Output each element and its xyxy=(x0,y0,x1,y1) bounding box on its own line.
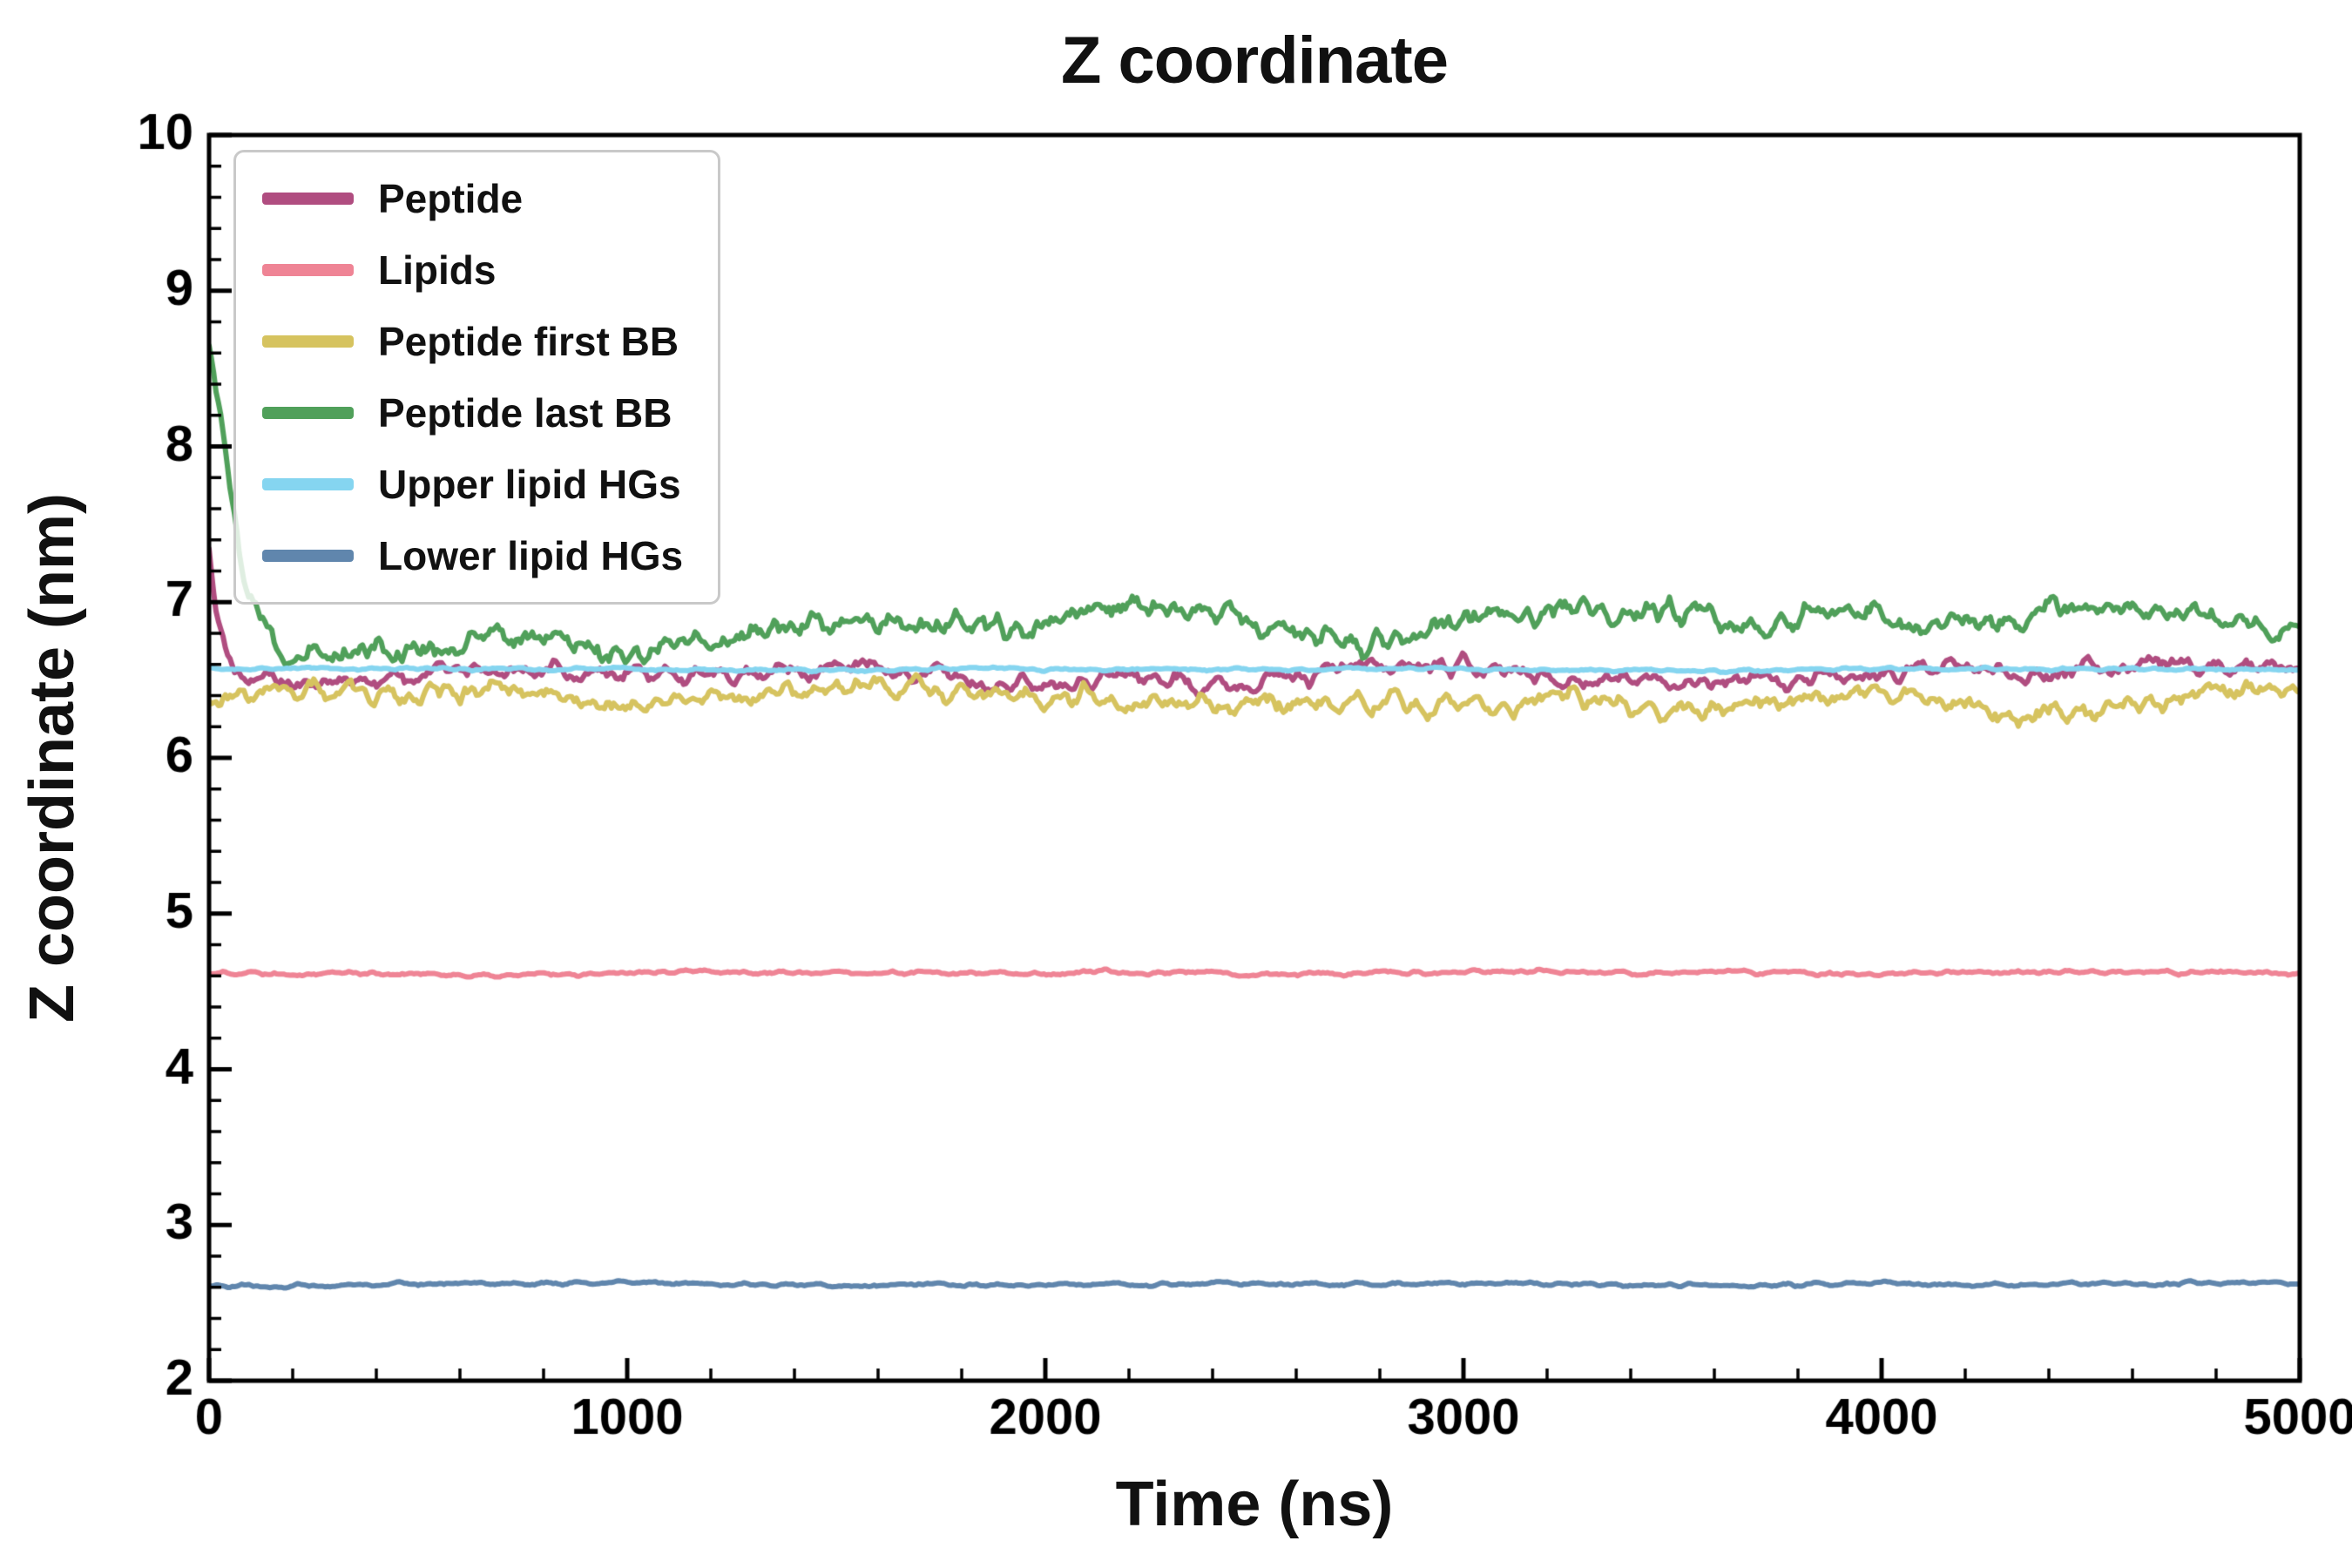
legend-swatch-upper-lipid-hgs xyxy=(262,478,354,490)
legend-swatch-lipids xyxy=(262,264,354,276)
legend-item-lower-lipid-hgs: Lower lipid HGs xyxy=(262,532,683,579)
legend-item-peptide: Peptide xyxy=(262,175,683,222)
y-axis-label: Z coordinate (nm) xyxy=(17,493,87,1023)
legend-label-peptide: Peptide xyxy=(378,176,524,221)
legend-swatch-peptide-last-bb xyxy=(262,407,354,419)
legend-label-peptide-first-bb: Peptide first BB xyxy=(378,319,679,364)
legend: Peptide Lipids Peptide first BB Peptide … xyxy=(233,150,721,605)
legend-label-lower-lipid-hgs: Lower lipid HGs xyxy=(378,533,684,578)
legend-label-peptide-last-bb: Peptide last BB xyxy=(378,390,672,436)
legend-label-lipids: Lipids xyxy=(378,247,497,293)
legend-item-upper-lipid-hgs: Upper lipid HGs xyxy=(262,461,683,508)
x-axis-label: Time (ns) xyxy=(1115,1470,1394,1539)
legend-item-peptide-first-bb: Peptide first BB xyxy=(262,318,683,365)
chart-title: Z coordinate xyxy=(1060,24,1449,98)
legend-swatch-peptide xyxy=(262,193,354,205)
legend-swatch-peptide-first-bb xyxy=(262,335,354,348)
legend-item-peptide-last-bb: Peptide last BB xyxy=(262,389,683,436)
legend-swatch-lower-lipid-hgs xyxy=(262,550,354,562)
legend-item-lipids: Lipids xyxy=(262,247,683,294)
legend-label-upper-lipid-hgs: Upper lipid HGs xyxy=(378,462,681,507)
